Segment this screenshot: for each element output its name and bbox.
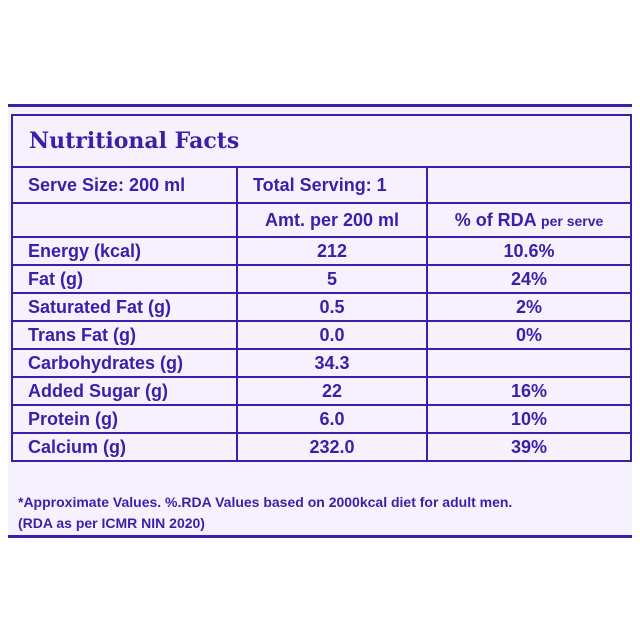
nutrient-amount: 232.0	[236, 432, 428, 462]
amount-header: Amt. per 200 ml	[236, 202, 428, 238]
nutrient-rda	[425, 348, 633, 378]
column-header-row: Amt. per 200 ml % of RDA per serve	[11, 202, 633, 238]
table-row: Calcium (g) 232.0 39%	[11, 432, 633, 462]
nutrient-name: Energy (kcal)	[11, 236, 238, 266]
footnote: *Approximate Values. %.RDA Values based …	[18, 492, 630, 534]
empty-cell	[425, 166, 633, 204]
nutrient-name: Protein (g)	[11, 404, 238, 434]
nutrition-panel: Nutritional Facts Serve Size: 200 ml Tot…	[8, 104, 633, 538]
rda-header-suffix: per serve	[541, 212, 604, 229]
nutrient-name: Trans Fat (g)	[11, 320, 238, 350]
nutrient-name: Calcium (g)	[11, 432, 238, 462]
nutrient-rda: 16%	[425, 376, 633, 406]
serving-row: Serve Size: 200 ml Total Serving: 1	[11, 166, 633, 204]
table-row: Trans Fat (g) 0.0 0%	[11, 320, 633, 350]
nutrient-amount: 212	[236, 236, 428, 266]
table-row: Protein (g) 6.0 10%	[11, 404, 633, 434]
rda-header: % of RDA per serve	[425, 202, 633, 238]
nutrient-rda: 39%	[425, 432, 633, 462]
table-row: Added Sugar (g) 22 16%	[11, 376, 633, 406]
nutrient-rda: 24%	[425, 264, 633, 294]
table-row: Fat (g) 5 24%	[11, 264, 633, 294]
table-title: Nutritional Facts	[10, 114, 633, 168]
empty-cell	[11, 202, 238, 238]
rda-header-label: % of RDA	[454, 209, 537, 230]
nutrient-name: Fat (g)	[11, 264, 238, 294]
nutrient-name: Saturated Fat (g)	[11, 292, 238, 322]
nutrient-amount: 5	[236, 264, 428, 294]
nutrient-rda: 0%	[425, 320, 633, 350]
nutrient-amount: 34.3	[236, 348, 428, 378]
table-row: Saturated Fat (g) 0.5 2%	[11, 292, 633, 322]
table-row: Energy (kcal) 212 10.6%	[11, 236, 633, 266]
nutrient-rda: 10%	[425, 404, 633, 434]
title-row: Nutritional Facts	[10, 114, 633, 168]
footnote-line: *Approximate Values. %.RDA Values based …	[18, 494, 513, 510]
nutrient-rda: 2%	[425, 292, 633, 322]
nutrient-rda: 10.6%	[425, 236, 633, 266]
footnote-line: (RDA as per ICMR NIN 2020)	[18, 515, 205, 531]
nutrient-amount: 0.0	[236, 320, 428, 350]
nutrient-name: Added Sugar (g)	[11, 376, 238, 406]
total-serving: Total Serving: 1	[236, 166, 428, 204]
serve-size: Serve Size: 200 ml	[11, 166, 238, 204]
table-row: Carbohydrates (g) 34.3	[11, 348, 633, 378]
nutrient-amount: 22	[236, 376, 428, 406]
nutrient-amount: 6.0	[236, 404, 428, 434]
nutrition-table: Nutritional Facts Serve Size: 200 ml Tot…	[10, 114, 633, 462]
nutrient-amount: 0.5	[236, 292, 428, 322]
nutrient-name: Carbohydrates (g)	[11, 348, 238, 378]
